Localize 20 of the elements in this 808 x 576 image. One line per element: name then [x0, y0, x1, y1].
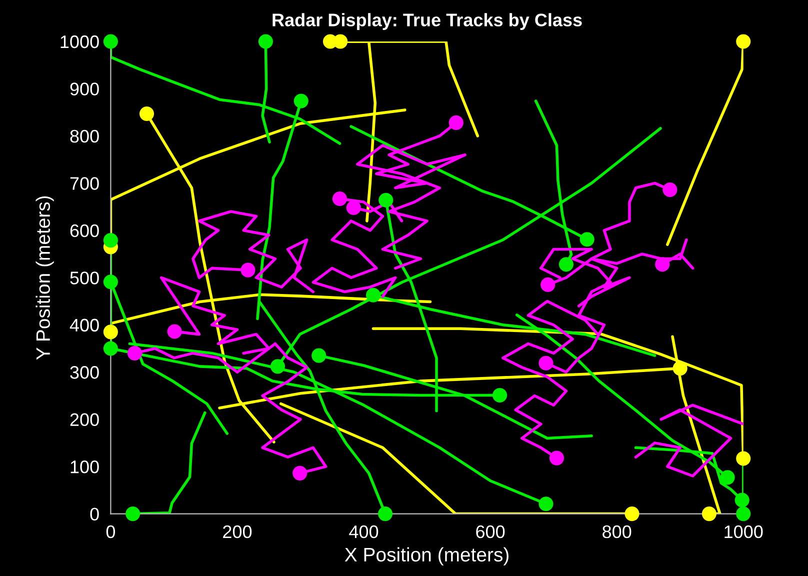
y-axis-title: Y Position (meters)	[36, 196, 54, 360]
y-tick-label: 900	[70, 82, 99, 96]
x-axis-title: X Position (meters)	[344, 547, 508, 566]
chart-title: Radar Display: True Tracks by Class	[272, 13, 582, 30]
y-tick-label: 600	[70, 224, 99, 238]
x-tick-label: 200	[223, 525, 252, 538]
y-tick-label: 500	[70, 272, 99, 284]
y-tick-label: 1000	[60, 35, 99, 48]
x-tick-label: 800	[602, 525, 632, 538]
y-tick-label: 300	[70, 366, 99, 379]
x-tick-label: 0	[106, 525, 116, 538]
y-tick-label: 0	[90, 508, 99, 521]
y-tick-label: 400	[70, 318, 99, 332]
y-tick-label: 700	[70, 177, 99, 190]
x-tick-label: 400	[349, 525, 378, 538]
y-tick-label: 800	[70, 130, 99, 143]
x-tick-label: 1000	[724, 525, 763, 538]
y-tick-label: 200	[70, 413, 99, 426]
x-tick-label: 600	[476, 525, 505, 538]
y-tick-label: 100	[70, 460, 99, 474]
